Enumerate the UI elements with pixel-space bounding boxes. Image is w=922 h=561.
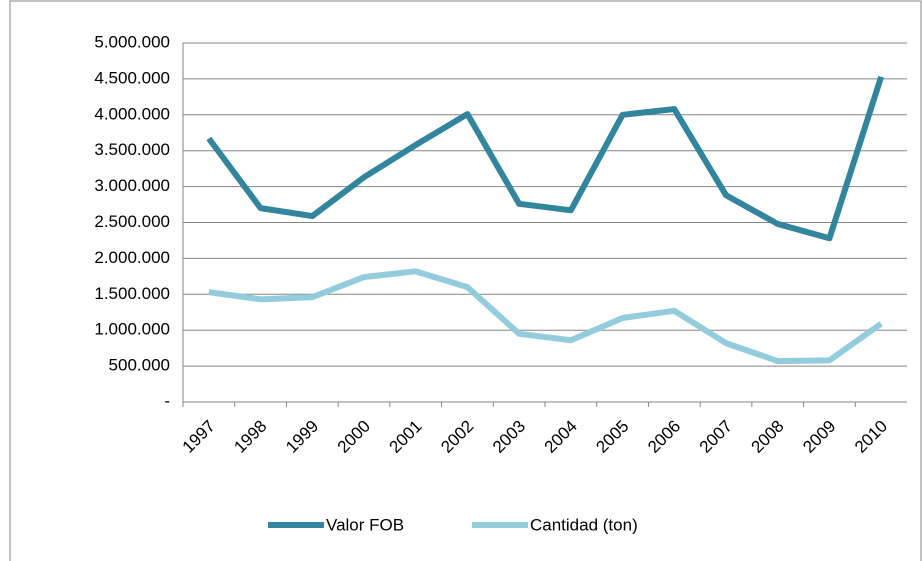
y-tick-label: - [164,391,170,410]
y-tick-label: 2.000.000 [94,248,170,267]
y-tick-label: 3.000.000 [94,176,170,195]
x-tick-label: 1998 [230,417,270,457]
legend-label: Cantidad (ton) [530,515,638,534]
y-tick-label: 4.000.000 [94,104,170,123]
x-tick-label: 2004 [541,417,581,457]
x-tick-label: 2001 [386,417,426,457]
x-tick-label: 2000 [334,417,374,457]
x-tick-label: 2003 [489,417,529,457]
x-tick-label: 2002 [437,417,477,457]
y-tick-label: 5.000.000 [94,32,170,51]
x-tick-label: 1997 [179,417,219,457]
legend-label: Valor FOB [326,515,404,534]
y-tick-label: 2.500.000 [94,212,170,231]
y-tick-label: 1.500.000 [94,284,170,303]
y-tick-label: 3.500.000 [94,140,170,159]
series-line [208,268,883,365]
y-tick-label: 500.000 [109,356,170,375]
x-tick-label: 2010 [851,417,891,457]
x-tick-label: 2008 [748,417,788,457]
series-line [206,75,885,242]
x-tick-label: 2009 [799,417,839,457]
x-tick-label: 1999 [282,417,322,457]
x-tick-label: 2006 [644,417,684,457]
x-tick-label: 2005 [592,417,632,457]
chart-frame [9,0,922,561]
y-tick-label: 4.500.000 [94,68,170,87]
y-tick-label: 1.000.000 [94,320,170,339]
x-tick-label: 2007 [696,417,736,457]
